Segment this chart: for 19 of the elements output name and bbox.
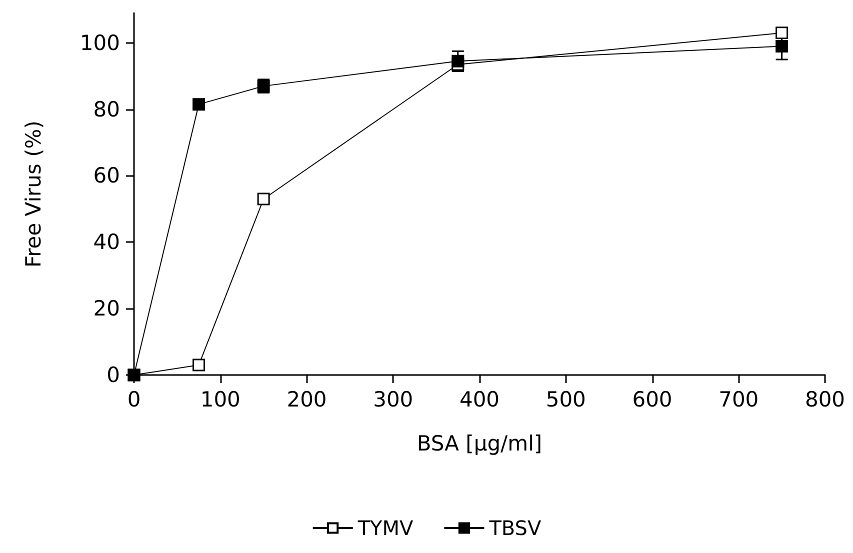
x-tick-label: 0	[127, 388, 141, 412]
y-tick-label: 100	[80, 30, 120, 55]
legend-label: TBSV	[488, 516, 542, 540]
x-tick-label: 500	[546, 388, 586, 412]
y-tick-label: 80	[93, 97, 120, 122]
legend-label: TYMV	[356, 516, 414, 540]
y-tick-label: 60	[93, 164, 120, 188]
x-tick-label: 800	[804, 388, 846, 412]
x-tick-label: 100	[200, 388, 240, 412]
y-tick-label: 20	[93, 296, 120, 321]
y-tick-label: 40	[93, 230, 120, 254]
y-axis-title: Free Virus (%)	[22, 120, 46, 268]
x-tick-label: 200	[286, 388, 327, 412]
x-tick-label: 600	[632, 388, 672, 412]
y-tick-label: 0	[106, 363, 120, 387]
x-tick-label: 400	[459, 388, 500, 412]
x-axis-title: BSA [µg/ml]	[416, 432, 542, 456]
x-tick-label: 700	[718, 388, 759, 412]
x-tick-label: 300	[373, 388, 414, 412]
